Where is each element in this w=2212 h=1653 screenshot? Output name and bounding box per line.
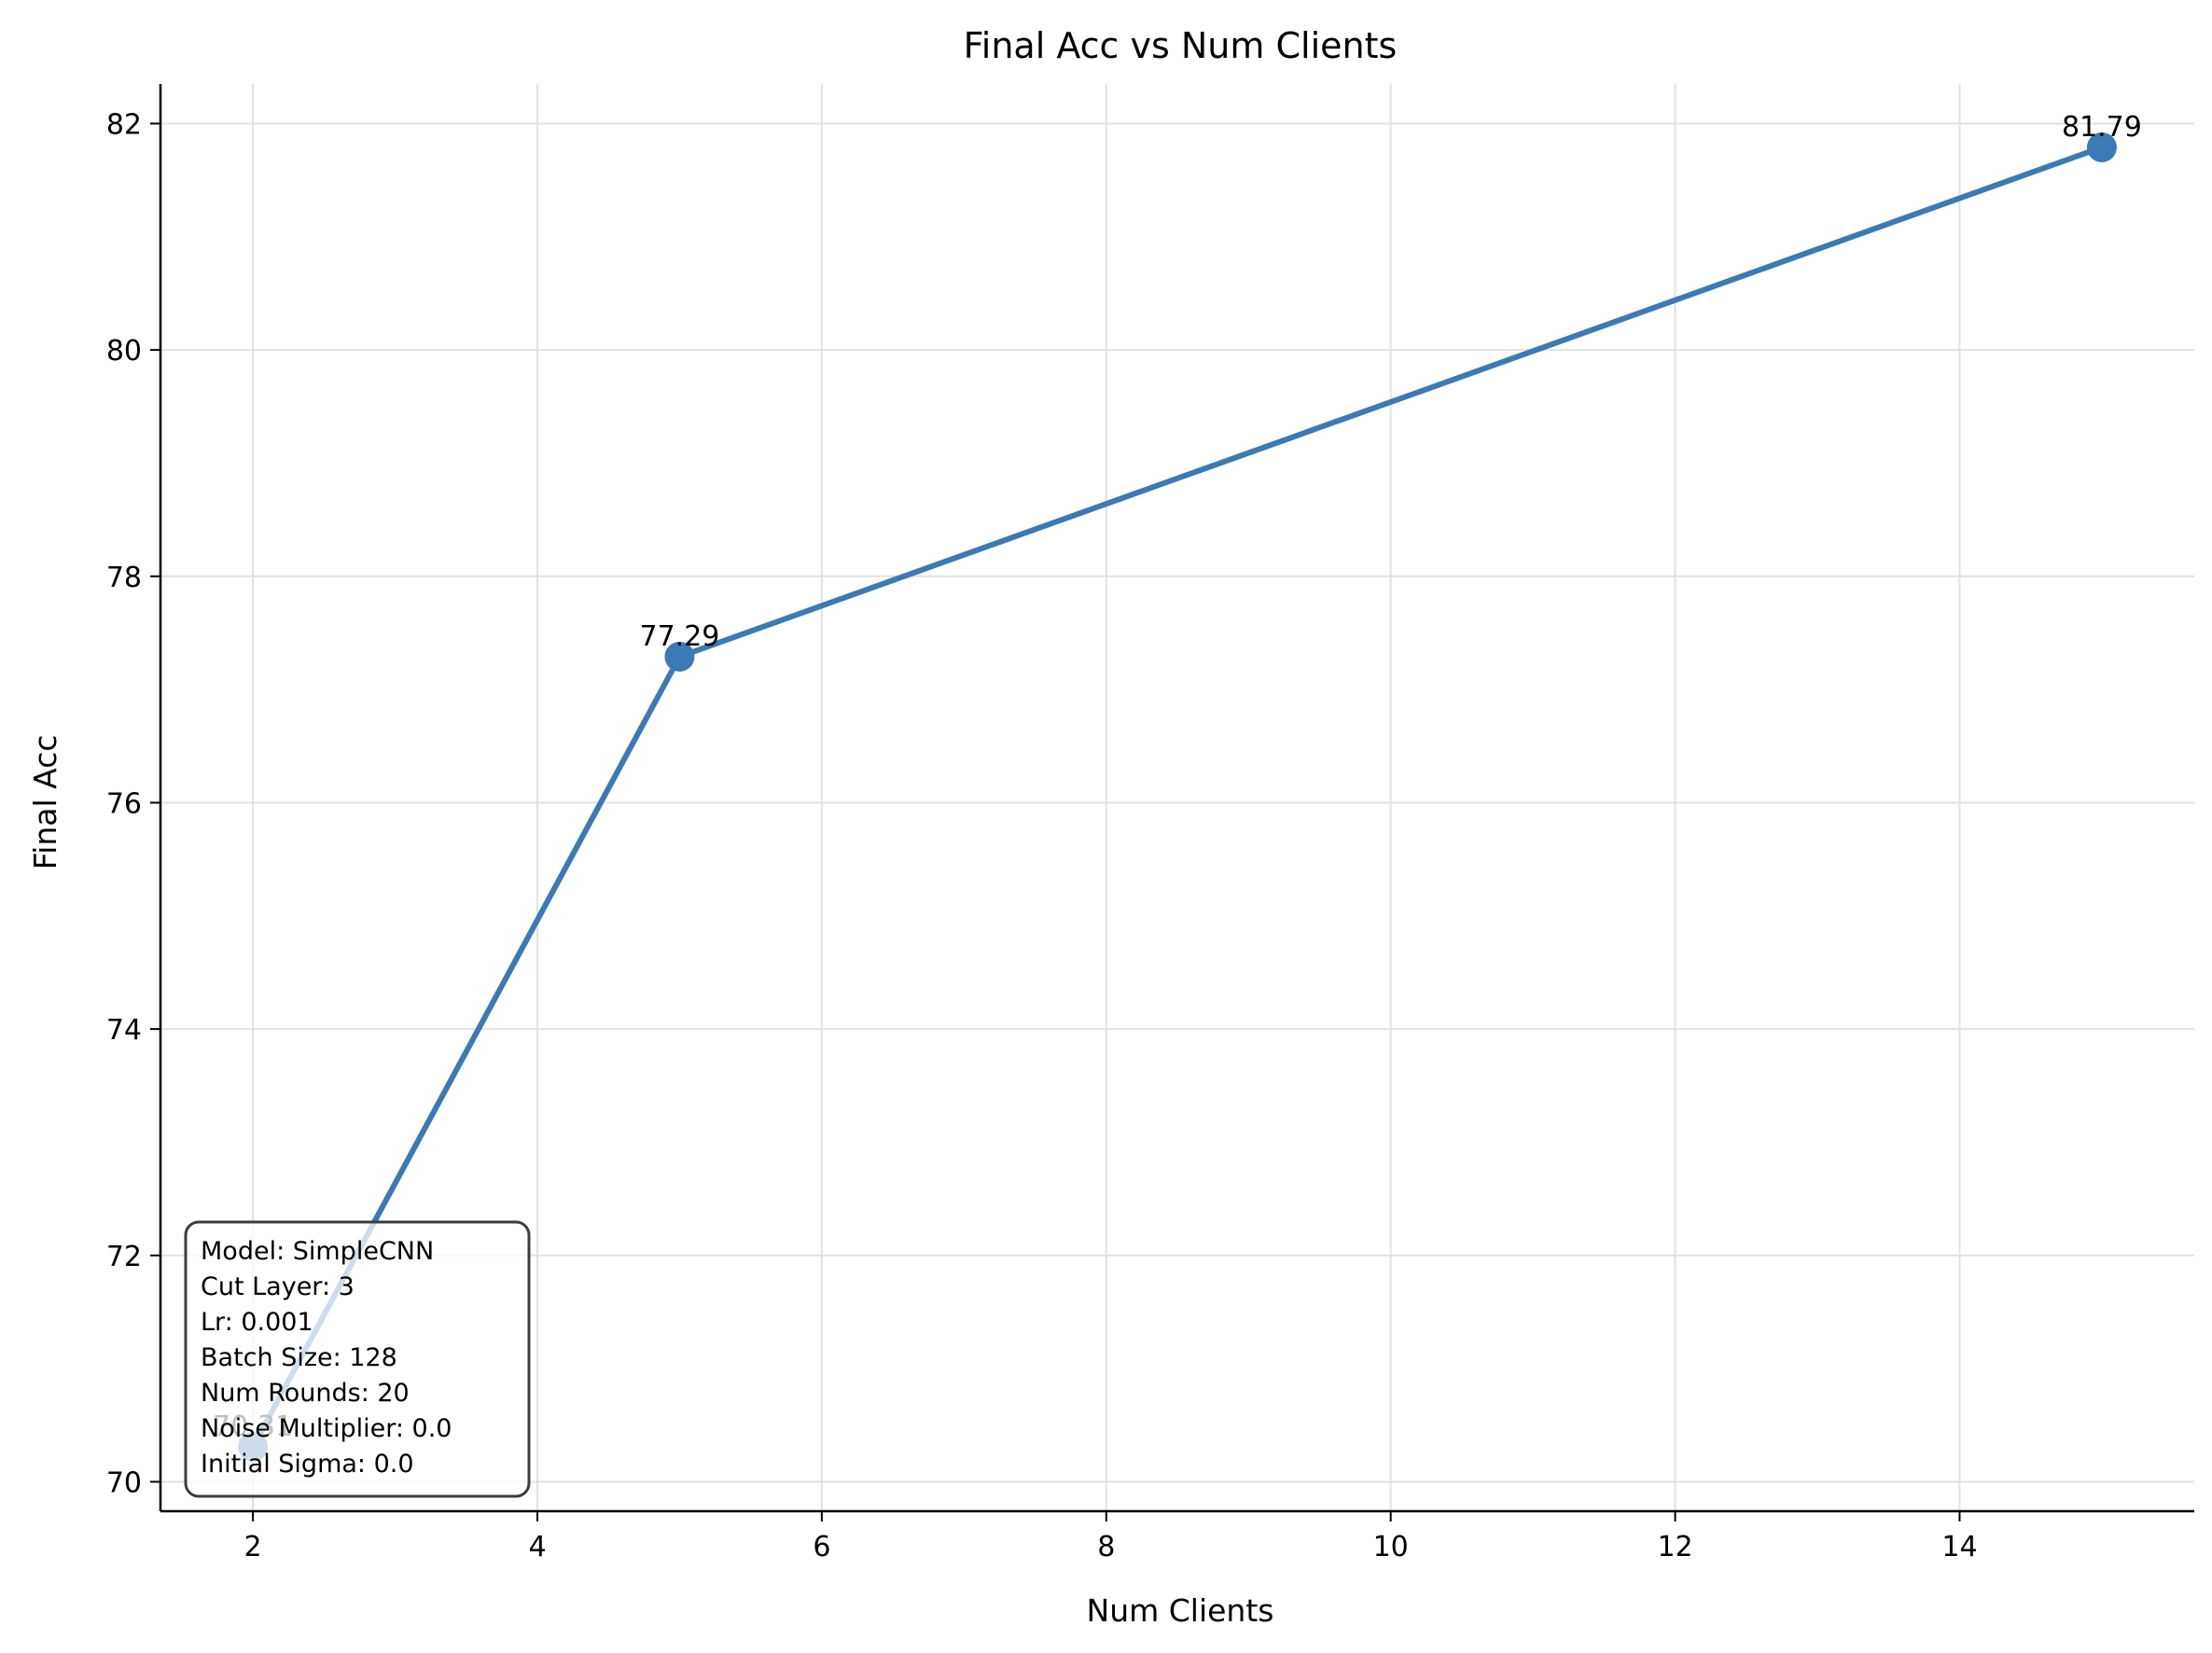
x-tick-label: 12	[1657, 1531, 1692, 1563]
axes	[159, 84, 2194, 1513]
x-tick-label: 10	[1373, 1531, 1409, 1563]
chart-title: Final Acc vs Num Clients	[964, 25, 1398, 66]
y-tick-label: 76	[106, 787, 142, 820]
y-tick-label: 80	[106, 335, 142, 368]
y-tick-label: 72	[106, 1241, 142, 1273]
x-tick-label: 6	[813, 1531, 830, 1563]
data-label: 81.79	[2062, 111, 2142, 144]
info-line: Initial Sigma: 0.0	[201, 1450, 414, 1479]
data-point	[2086, 132, 2117, 162]
y-axis-ticks: 70 72 74 76 78 80 82	[106, 108, 160, 1499]
y-tick-label: 70	[106, 1466, 142, 1499]
x-tick-label: 2	[244, 1531, 262, 1563]
info-box-frame	[184, 1220, 531, 1498]
x-axis-label: Num Clients	[1087, 1592, 1274, 1629]
info-line: Cut Layer: 3	[201, 1272, 355, 1301]
x-axis-ticks: 2 4 6 8 10 12 14	[244, 1511, 1978, 1563]
info-line: Batch Size: 128	[201, 1343, 397, 1372]
info-line: Noise Multiplier: 0.0	[201, 1414, 452, 1443]
info-line: Lr: 0.001	[201, 1308, 313, 1337]
x-tick-label: 14	[1941, 1531, 1977, 1563]
info-line: Num Rounds: 20	[201, 1379, 410, 1408]
x-tick-label: 4	[528, 1531, 546, 1563]
y-axis-label: Final Acc	[27, 735, 63, 870]
info-box: Model: SimpleCNN Cut Layer: 3 Lr: 0.001 Bat…	[184, 1220, 531, 1498]
x-tick-label: 8	[1097, 1531, 1115, 1563]
data-label: 77.29	[639, 620, 719, 653]
info-line: Model: SimpleCNN	[201, 1237, 434, 1266]
y-tick-label: 74	[106, 1014, 142, 1047]
y-tick-label: 82	[106, 108, 142, 141]
data-point	[664, 641, 695, 672]
y-tick-label: 78	[106, 562, 142, 594]
grid	[160, 84, 2194, 1511]
